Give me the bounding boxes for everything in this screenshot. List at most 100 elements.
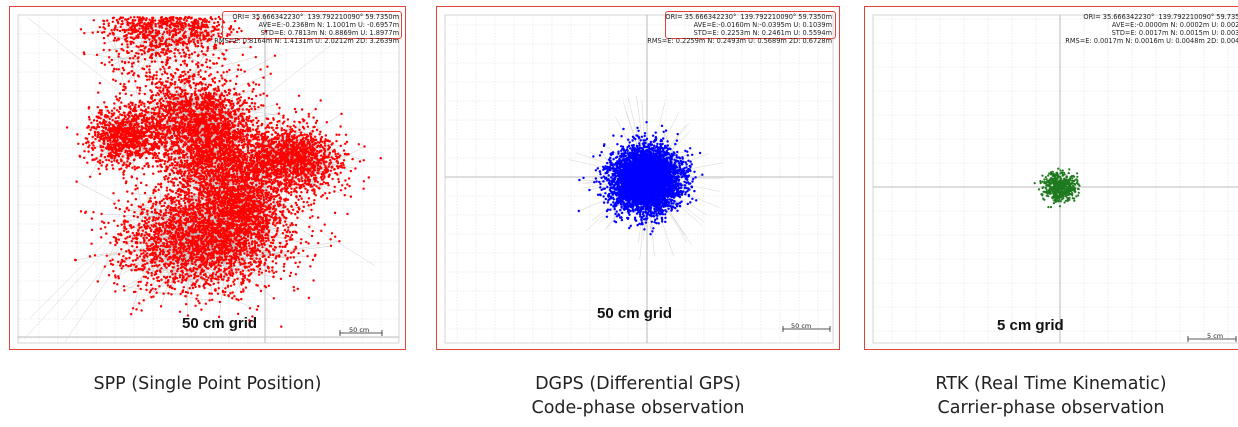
data-point: [198, 172, 201, 175]
data-point: [237, 115, 240, 119]
data-point: [208, 115, 212, 118]
data-point: [149, 152, 152, 155]
data-point: [144, 108, 148, 111]
data-point: [189, 162, 192, 165]
data-point: [214, 98, 217, 101]
data-point: [181, 26, 184, 29]
data-point: [173, 157, 177, 160]
data-point: [191, 120, 194, 124]
data-point: [89, 128, 92, 132]
data-point: [233, 120, 236, 123]
data-point: [115, 159, 119, 162]
data-point: [203, 170, 207, 173]
data-point: [160, 18, 164, 22]
data-point: [147, 27, 150, 31]
data-point: [206, 46, 210, 50]
data-point: [205, 138, 209, 142]
data-point: [193, 143, 196, 147]
data-point: [150, 53, 153, 57]
data-point: [252, 119, 255, 122]
data-point: [227, 108, 230, 111]
data-point: [230, 99, 234, 103]
data-point: [103, 63, 107, 66]
data-point: [164, 126, 168, 129]
data-point: [205, 93, 208, 96]
data-point: [184, 23, 187, 27]
data-point: [155, 102, 159, 106]
data-point: [181, 48, 185, 52]
data-point: [238, 93, 241, 96]
data-point: [201, 107, 204, 111]
data-point: [175, 90, 178, 93]
data-point: [265, 117, 269, 120]
data-point: [107, 24, 110, 27]
data-point: [148, 71, 151, 74]
data-point: [98, 111, 101, 114]
data-point: [132, 132, 135, 136]
data-point: [102, 36, 106, 40]
data-point: [178, 124, 182, 127]
data-point: [188, 36, 191, 40]
data-point: [226, 132, 230, 135]
data-point: [127, 144, 131, 148]
data-point: [159, 139, 163, 142]
data-point: [253, 105, 256, 108]
data-point: [183, 100, 186, 103]
data-point: [119, 158, 123, 161]
data-point: [126, 154, 129, 158]
data-point: [217, 177, 221, 181]
data-point: [205, 178, 208, 181]
data-point: [191, 156, 195, 160]
data-point: [186, 169, 190, 172]
data-point: [126, 45, 129, 49]
data-point: [194, 87, 197, 90]
data-point: [148, 31, 151, 34]
data-point: [164, 137, 167, 140]
data-point: [173, 177, 177, 180]
data-point: [253, 107, 257, 111]
data-point: [120, 60, 124, 63]
data-point: [131, 166, 134, 170]
data-point: [115, 68, 118, 71]
data-point: [152, 111, 156, 115]
data-point: [197, 73, 200, 76]
data-point: [134, 36, 137, 40]
data-point: [201, 159, 204, 162]
data-point: [186, 92, 190, 96]
data-point: [138, 99, 142, 102]
data-point: [241, 108, 244, 111]
data-point: [159, 159, 163, 163]
data-point: [124, 92, 128, 96]
data-point: [199, 17, 202, 20]
data-point: [104, 126, 108, 130]
data-point: [127, 32, 130, 35]
data-point: [228, 68, 231, 72]
data-point: [238, 120, 241, 123]
data-point: [177, 78, 181, 82]
data-point: [201, 177, 205, 180]
data-point: [92, 141, 95, 144]
data-point: [189, 154, 193, 158]
data-point: [164, 153, 167, 157]
data-point: [163, 141, 167, 145]
data-point: [190, 171, 194, 174]
data-point: [123, 169, 126, 173]
data-point: [159, 101, 163, 105]
data-point: [179, 92, 183, 96]
data-point: [221, 129, 225, 133]
data-point: [185, 110, 189, 113]
data-point: [112, 133, 115, 137]
data-point: [231, 130, 234, 134]
data-point: [164, 43, 167, 46]
data-point: [163, 144, 166, 148]
data-point: [133, 113, 137, 117]
data-point: [223, 82, 226, 86]
data-point: [105, 131, 109, 135]
data-point: [136, 166, 139, 169]
data-point: [148, 65, 151, 68]
data-point: [160, 50, 163, 54]
data-point: [176, 149, 180, 152]
data-point: [229, 79, 232, 83]
data-point: [343, 193, 347, 197]
data-point: [167, 180, 170, 183]
